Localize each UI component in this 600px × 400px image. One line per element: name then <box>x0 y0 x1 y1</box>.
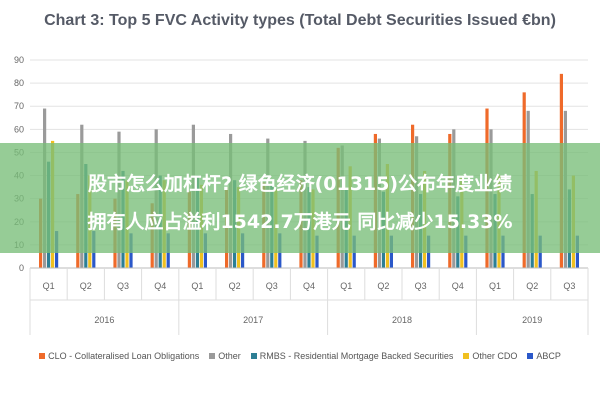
year-group-label: 2019 <box>522 315 542 325</box>
y-tick-label: 0 <box>19 263 24 273</box>
banner-headline-line-1[interactable]: 股市怎么加杠杆? 绿色经济(01315)公布年度业绩 <box>87 173 513 195</box>
legend-swatch <box>527 353 534 359</box>
x-tick-label: Q2 <box>80 281 92 291</box>
legend-label: CLO - Collateralised Loan Obligations <box>48 351 200 361</box>
banner-headline-line-2[interactable]: 拥有人应占溢利1542.7万港元 同比减少15.33% <box>87 211 513 233</box>
legend-item: RMBS - Residential Mortgage Backed Secur… <box>250 351 454 361</box>
legend-swatch <box>250 353 257 359</box>
x-tick-label: Q3 <box>563 281 575 291</box>
x-tick-label: Q1 <box>191 281 203 291</box>
legend-item: ABCP <box>527 351 561 361</box>
legend-item: Other <box>209 351 241 361</box>
y-tick-label: 80 <box>14 78 24 88</box>
x-tick-label: Q4 <box>303 281 315 291</box>
year-group-label: 2018 <box>392 315 412 325</box>
x-tick-label: Q3 <box>117 281 129 291</box>
legend-item: Other CDO <box>463 351 517 361</box>
chart-title: Chart 3: Top 5 FVC Activity types (Total… <box>44 12 556 29</box>
legend-label: Other <box>218 351 241 361</box>
legend-label: Other CDO <box>472 351 518 361</box>
x-tick-label: Q4 <box>452 281 464 291</box>
x-tick-label: Q4 <box>154 281 166 291</box>
year-group-label: 2017 <box>243 315 263 325</box>
legend-item: CLO - Collateralised Loan Obligations <box>39 351 199 361</box>
x-tick-label: Q3 <box>415 281 427 291</box>
x-tick-label: Q1 <box>489 281 501 291</box>
news-banner-overlay[interactable]: 股市怎么加杠杆? 绿色经济(01315)公布年度业绩 拥有人应占溢利1542.7… <box>0 143 600 253</box>
x-tick-label: Q2 <box>377 281 389 291</box>
x-tick-label: Q1 <box>43 281 55 291</box>
legend-swatch <box>39 353 46 359</box>
x-tick-label: Q2 <box>526 281 538 291</box>
y-tick-label: 60 <box>14 124 24 134</box>
chart-legend: CLO - Collateralised Loan Obligations Oth… <box>0 351 600 361</box>
x-tick-label: Q1 <box>340 281 352 291</box>
x-tick-label: Q3 <box>266 281 278 291</box>
legend-swatch <box>463 353 470 359</box>
y-tick-label: 90 <box>14 55 24 65</box>
y-tick-label: 70 <box>14 101 24 111</box>
legend-label: ABCP <box>536 351 561 361</box>
x-tick-label: Q2 <box>229 281 241 291</box>
year-group-label: 2016 <box>94 315 114 325</box>
legend-label: RMBS - Residential Mortgage Backed Secur… <box>259 351 454 361</box>
legend-swatch <box>209 353 216 359</box>
